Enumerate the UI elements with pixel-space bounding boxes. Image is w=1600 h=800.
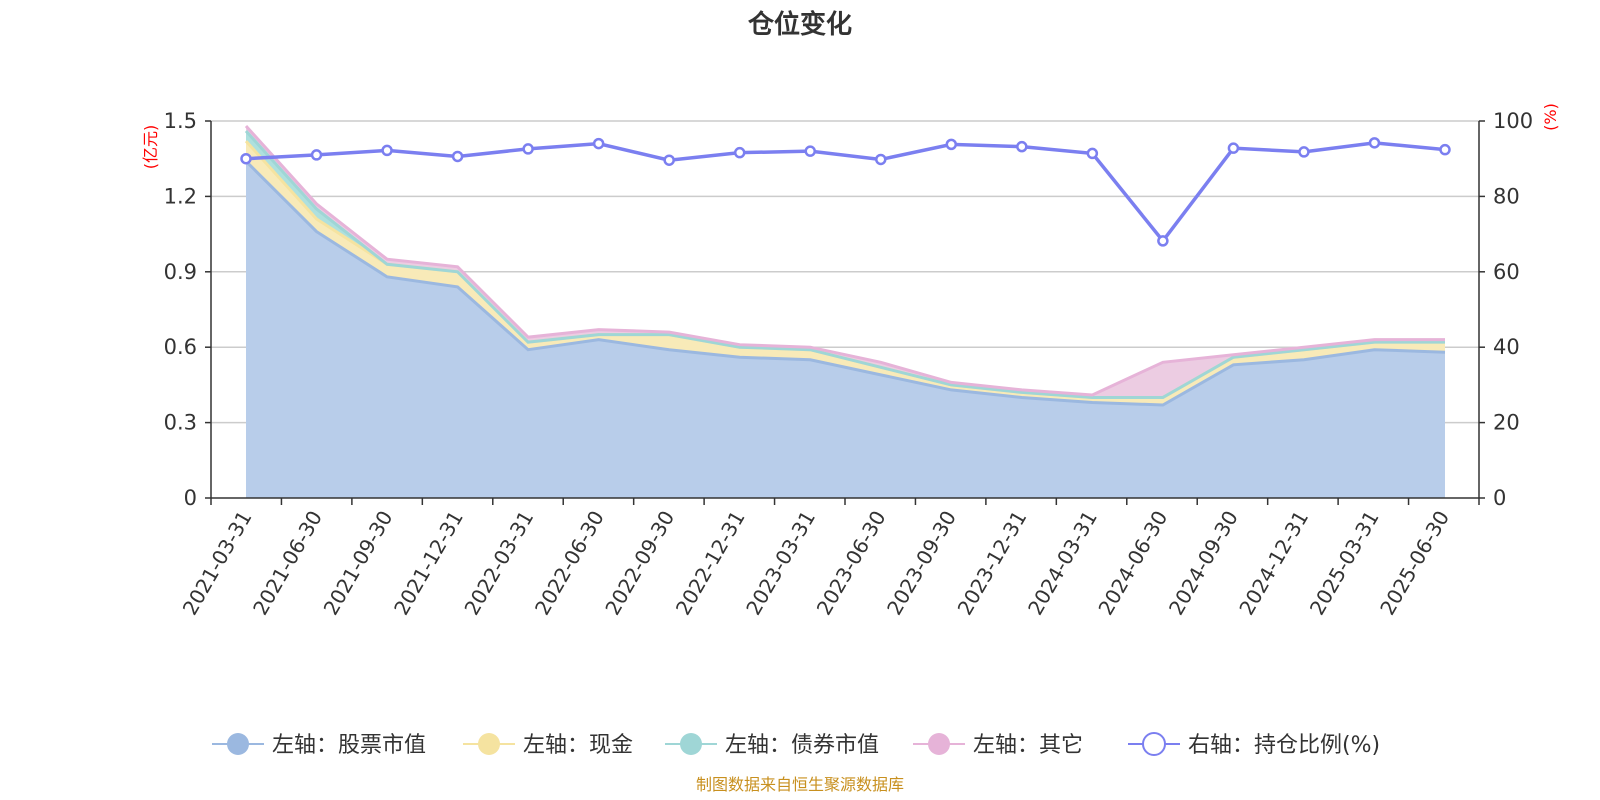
ratio-point	[733, 146, 746, 159]
legend-label: 右轴：持仓比例(%)	[1188, 733, 1380, 758]
source-note: 制图数据来自恒生聚源数据库	[696, 775, 904, 794]
x-tick-label: 2022-09-30	[600, 507, 679, 620]
x-tick-label: 2021-06-30	[248, 507, 327, 620]
y-left-tick-label: 0.3	[164, 411, 197, 435]
ratio-point	[310, 149, 323, 161]
legend-label: 左轴：其它	[973, 733, 1083, 758]
area-line-0	[244, 160, 1446, 407]
ratio-point	[945, 138, 958, 151]
right-axis-unit: (%)	[1541, 103, 1560, 131]
y-left-tick-label: 0.6	[164, 335, 197, 359]
y-left-tick-label: 1.5	[164, 109, 197, 133]
line-series	[240, 137, 1451, 247]
legend-swatch-dot	[680, 733, 702, 755]
x-tick-label: 2021-03-31	[178, 507, 257, 620]
x-tick-label: 2023-12-31	[953, 507, 1032, 620]
ratio-point	[1227, 142, 1240, 154]
ratio-point	[451, 150, 464, 163]
x-tick-label: 2022-06-30	[530, 507, 609, 620]
ratio-point	[804, 145, 816, 157]
area-line-3	[244, 125, 1445, 397]
ratio-point	[592, 137, 605, 150]
y-right-tick-label: 60	[1493, 260, 1520, 284]
x-tick-label: 2024-06-30	[1093, 507, 1172, 620]
y-right-tick-label: 0	[1493, 486, 1506, 510]
x-tick-label: 2022-12-31	[671, 507, 750, 620]
ratio-point	[1298, 146, 1310, 158]
x-tick-label: 2024-12-31	[1234, 507, 1313, 620]
y-right-tick-label: 20	[1493, 411, 1520, 435]
y-right-tick-label: 40	[1493, 335, 1520, 359]
ratio-point	[381, 144, 393, 157]
legend-label: 左轴：债券市值	[725, 733, 879, 758]
chart-title: 仓位变化	[747, 9, 852, 40]
area-fill-0	[246, 161, 1445, 499]
ratio-point	[522, 143, 534, 155]
ratio-line	[245, 141, 1446, 244]
left-axis-unit: (亿元)	[141, 125, 160, 170]
x-tick-label: 2023-06-30	[812, 507, 891, 620]
ratio-point	[1439, 143, 1451, 156]
x-tick-label: 2023-03-31	[741, 507, 820, 620]
ratio-point	[875, 153, 887, 166]
legend-label: 左轴：股票市值	[272, 733, 426, 758]
y-left-tick-label: 0	[184, 486, 197, 510]
ratio-point	[1086, 147, 1099, 160]
legend-swatch-dot	[227, 733, 249, 755]
x-tick-label: 2022-03-31	[459, 507, 538, 620]
x-tick-label: 2024-03-31	[1023, 507, 1102, 620]
x-tick-label: 2024-09-30	[1164, 507, 1243, 620]
x-tick-label: 2025-06-30	[1375, 507, 1454, 620]
legend-swatch-dot	[1142, 732, 1166, 756]
legend: 左轴：股票市值 左轴：现金 左轴：债券市值 左轴：其它 右轴：持仓比例(%)	[212, 732, 1380, 758]
x-tick-label: 2021-09-30	[319, 507, 398, 620]
ratio-point	[240, 152, 252, 165]
y-right-tick-label: 80	[1493, 184, 1520, 208]
ratio-point	[1157, 235, 1169, 247]
y-left-tick-label: 1.2	[164, 184, 197, 208]
y-left-tick-label: 0.9	[164, 260, 197, 284]
legend-label: 左轴：现金	[523, 733, 633, 758]
x-tick-label: 2025-03-31	[1305, 507, 1384, 620]
x-tick-label: 2023-09-30	[882, 507, 961, 620]
ratio-point	[1016, 140, 1028, 153]
legend-swatch-dot	[928, 733, 950, 755]
y-right-tick-label: 100	[1493, 109, 1533, 133]
area-line-2	[244, 130, 1445, 399]
ratio-point	[663, 154, 675, 166]
x-tick-label: 2021-12-31	[389, 507, 468, 620]
area-series	[244, 125, 1446, 499]
legend-swatch-dot	[478, 733, 500, 755]
ratio-point	[1368, 137, 1381, 149]
